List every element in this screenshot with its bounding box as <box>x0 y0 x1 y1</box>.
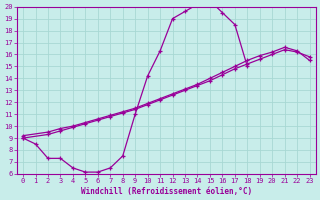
X-axis label: Windchill (Refroidissement éolien,°C): Windchill (Refroidissement éolien,°C) <box>81 187 252 196</box>
